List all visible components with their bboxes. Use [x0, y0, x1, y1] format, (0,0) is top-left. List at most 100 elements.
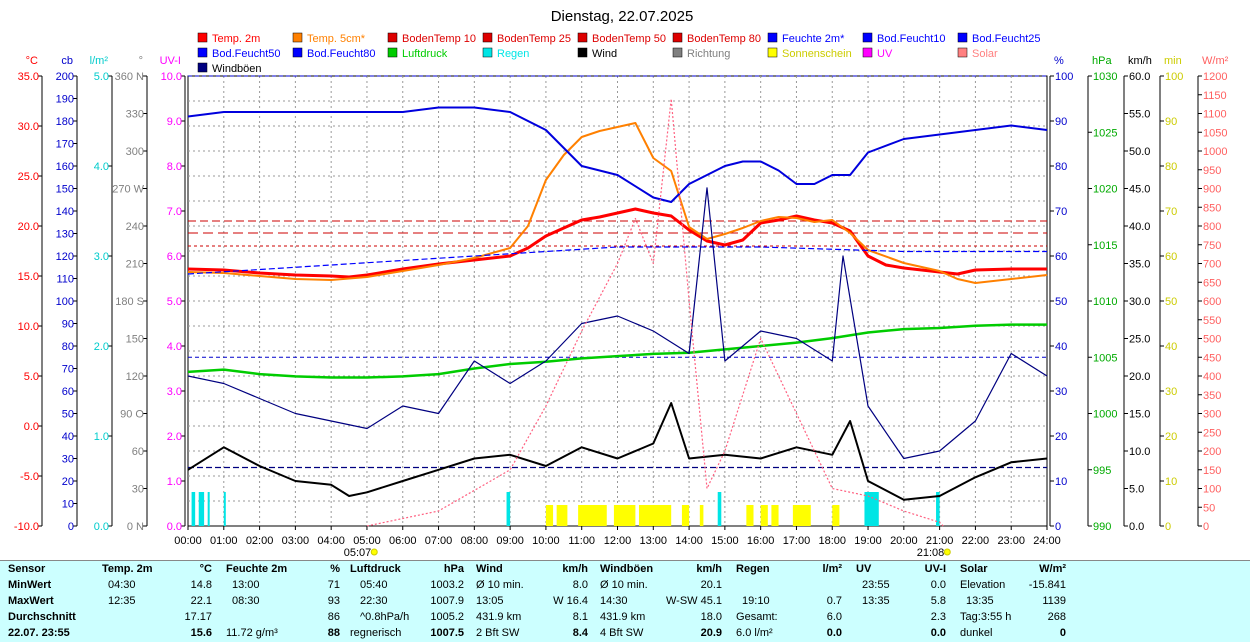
stats-cell: 14:30: [600, 595, 628, 607]
axis-tick-label: 80: [62, 341, 74, 353]
axis-tick-label: 995: [1093, 465, 1111, 477]
x-tick-label: 16:00: [747, 535, 775, 547]
stats-cell: 1005.2: [430, 611, 464, 623]
x-tick-label: 13:00: [640, 535, 668, 547]
stats-cell: 14.8: [190, 579, 212, 591]
x-tick-label: 14:00: [675, 535, 703, 547]
stats-cell: -15.841: [1028, 579, 1067, 591]
sunshine-bar: [613, 505, 636, 526]
axis-tick-label: 350: [1203, 390, 1221, 402]
legend-label: Sonnenschein: [782, 48, 852, 60]
axis-tick-label: 990: [1093, 521, 1111, 533]
axis-tick-label: 5.0: [94, 71, 109, 83]
weather-chart: Dienstag, 22.07.2025 Temp. 2m Temp. 5cm* B…: [14, 8, 1229, 559]
axis-tick-label: 60: [62, 386, 74, 398]
stats-cell: 11.72 g/m³: [226, 627, 278, 639]
axis-tick-label: 9.0: [167, 116, 182, 128]
stats-head-cell: km/h: [562, 563, 588, 575]
axis-tick-label: 30.0: [18, 121, 39, 133]
axis-tick-label: 4.0: [94, 161, 109, 173]
x-tick-label: 20:00: [890, 535, 918, 547]
stats-row: MinWert 04:30 14.8 13:00 71 05:40 1003.2…: [0, 577, 1066, 593]
stats-head-cell: %: [330, 563, 340, 575]
x-tick-label: 18:00: [818, 535, 846, 547]
stats-cell: 8.0: [572, 579, 588, 591]
axis-tick-label: 120: [56, 251, 74, 263]
stats-cell: 6.0 l/m²: [736, 627, 773, 639]
legend-swatch: [387, 32, 398, 43]
stats-cell: 22:30: [360, 595, 388, 607]
stats-head-cell: Solar: [960, 563, 988, 575]
x-tick-label: 11:00: [568, 535, 595, 547]
stats-cell: [842, 625, 916, 641]
axis-tick-label: 1050: [1203, 127, 1227, 139]
axis-tick-label: 750: [1203, 240, 1221, 252]
axis-tick-label: 90: [1055, 116, 1067, 128]
stats-cell: 13:00: [232, 579, 260, 591]
legend-swatch: [672, 32, 683, 43]
x-tick-label: 02:00: [246, 535, 274, 547]
stats-cell: 13:35: [966, 595, 994, 607]
axis-unit-label: l/m²: [90, 55, 109, 67]
stats-cell: 1007.5: [430, 627, 464, 639]
legend-swatch: [292, 47, 303, 58]
grid-lines: [188, 75, 1047, 526]
x-tick-label: 07:00: [425, 535, 453, 547]
stats-cell: 431.9 km: [476, 611, 522, 623]
stats-cell: 5.8: [930, 595, 947, 607]
axis-tick-label: 10: [1165, 476, 1177, 488]
axis-tick-label: 80: [1165, 161, 1177, 173]
legend-swatch: [767, 32, 778, 43]
stats-head-cell: W/m²: [1039, 563, 1067, 575]
stats-cell: [808, 577, 842, 593]
axis-tick-label: 70: [1165, 206, 1177, 218]
rain-bar: [864, 492, 879, 526]
axis-tick-label: 60.0: [1129, 71, 1150, 83]
axis-tick-label: 60: [132, 446, 144, 458]
axis-tick-label: 6.0: [167, 251, 182, 263]
axis-tick-label: 240: [126, 221, 144, 233]
axis-tick-label: 15.0: [18, 271, 39, 283]
axis-tick-label: 0 N: [127, 521, 144, 533]
legend-swatch: [672, 47, 683, 58]
right-axes: %1009080706050403020100hPa10301025102010…: [1049, 55, 1229, 533]
axis-tick-label: 7.0: [167, 206, 182, 218]
axis-tick-label: 190: [56, 94, 74, 106]
axis-tick-label: 20: [62, 476, 74, 488]
rain-bar: [223, 492, 226, 526]
axis-tick-label: 1025: [1093, 127, 1117, 139]
axis-tick-label: 110: [56, 274, 74, 286]
legend-swatch: [482, 47, 493, 58]
x-tick-label: 19:00: [854, 535, 882, 547]
axis-tick-label: 5.0: [167, 296, 182, 308]
axis-tick-label: 650: [1203, 277, 1221, 289]
rain-bar: [191, 492, 196, 526]
axis-tick-label: 60: [1165, 251, 1177, 263]
sunshine-bar: [578, 505, 607, 526]
axis-tick-label: 90: [1165, 116, 1177, 128]
axis-tick-label: 8.0: [167, 161, 182, 173]
stats-cell: 88: [327, 627, 340, 639]
legend-swatch: [957, 32, 968, 43]
stats-header-row: Sensor Temp. 2m °C Feuchte 2m % Luftdruc…: [0, 561, 1066, 577]
axis-tick-label: 70: [1055, 206, 1067, 218]
axis-tick-label: 20: [1165, 431, 1177, 443]
stats-cell: Gesamt:: [736, 611, 778, 623]
legend-swatch: [957, 47, 968, 58]
axis-tick-label: 20.0: [18, 221, 39, 233]
axis-tick-label: 40: [62, 431, 74, 443]
sunshine-bar: [681, 505, 690, 526]
stats-cell: 15.6: [190, 627, 212, 639]
stats-cell: 431.9 km: [600, 611, 646, 623]
axis-tick-label: 3.0: [167, 386, 182, 398]
series-line: [187, 402, 1048, 501]
axis-tick-label: 35.0: [18, 71, 39, 83]
axis-tick-label: 200: [56, 71, 74, 83]
stats-head-cell: °C: [199, 563, 212, 575]
stats-head-cell: Luftdruck: [350, 563, 401, 575]
x-tick-label: 06:00: [389, 535, 417, 547]
stats-cell: 2.3: [930, 611, 947, 623]
axis-tick-label: 300: [1203, 409, 1221, 421]
axis-tick-label: 40.0: [1129, 221, 1150, 233]
axis-tick-label: 300: [126, 146, 144, 158]
